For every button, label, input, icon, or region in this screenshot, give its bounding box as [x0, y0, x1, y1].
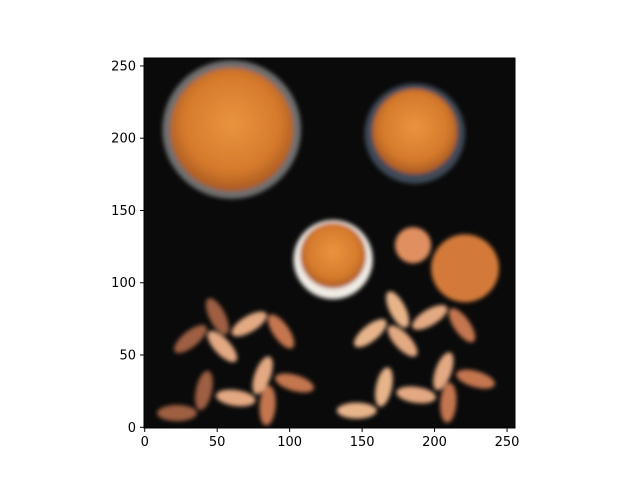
panel-stirring-pot-right	[364, 83, 466, 184]
x-tick-label: 250	[495, 435, 520, 450]
image-axes	[143, 57, 516, 429]
y-tick-label: 100	[111, 276, 136, 291]
y-axis: 0 50 100 150 200 250	[111, 59, 144, 436]
y-tick-label: 200	[111, 132, 136, 147]
x-tick-label: 50	[209, 435, 226, 450]
panel-pot-on-counter-right	[394, 227, 499, 303]
y-tick-label: 50	[119, 349, 136, 364]
x-tick-label: 150	[350, 435, 375, 450]
panel-sweet-potatoes-left	[157, 298, 314, 426]
x-tick-label: 200	[422, 435, 447, 450]
y-tick-label: 250	[111, 59, 136, 74]
x-tick-label: 100	[277, 435, 302, 450]
x-axis: 0 50 100 150 200 250	[141, 428, 520, 450]
y-tick-label: 150	[111, 204, 136, 219]
panel-sweet-potatoes-right	[336, 291, 495, 423]
x-tick-label: 0	[141, 435, 149, 450]
panel-soup-in-pot-left	[162, 60, 302, 199]
axes-frame	[143, 57, 516, 429]
photo-collage	[157, 60, 499, 426]
panel-bowl-of-soup-center	[293, 219, 373, 300]
y-tick-label: 0	[128, 421, 136, 436]
